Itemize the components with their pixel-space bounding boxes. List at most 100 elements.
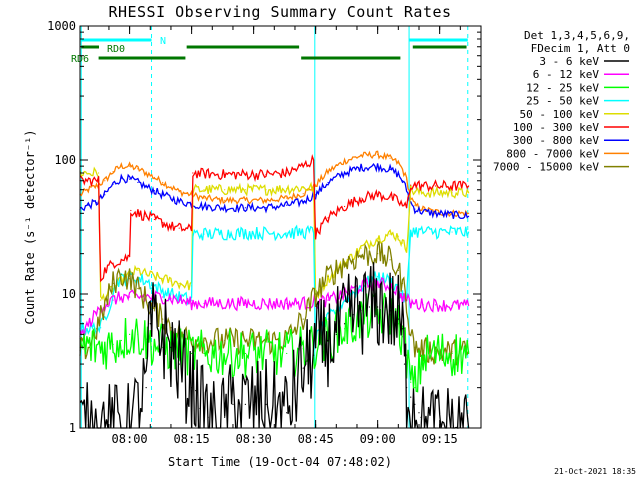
- data-point: [389, 196, 391, 198]
- data-point: [195, 390, 197, 392]
- data-point: [145, 338, 147, 340]
- data-point: [377, 253, 379, 255]
- data-point: [451, 352, 453, 355]
- data-point: [389, 157, 391, 159]
- x-tick-label: 08:00: [112, 432, 148, 446]
- data-point: [153, 310, 156, 312]
- data-point: [100, 278, 102, 280]
- data-point: [434, 304, 437, 306]
- data-point: [451, 231, 453, 233]
- data-point: [360, 310, 362, 312]
- data-point: [327, 170, 329, 173]
- data-point: [95, 185, 98, 187]
- data-point: [203, 173, 205, 175]
- data-point: [434, 185, 437, 187]
- data-point: [137, 296, 139, 298]
- data-point: [95, 202, 98, 204]
- series-line: [79, 241, 470, 366]
- data-point: [153, 275, 156, 278]
- data-point: [199, 407, 201, 410]
- data-point: [192, 172, 194, 174]
- data-point: [385, 306, 387, 308]
- data-point: [397, 235, 399, 237]
- chart-title: RHESSI Observing Summary Count Rates: [108, 3, 451, 21]
- data-point: [170, 225, 172, 227]
- data-point: [203, 352, 205, 355]
- data-point: [422, 192, 424, 194]
- data-point: [162, 296, 164, 298]
- data-point: [244, 403, 246, 406]
- data-point: [112, 343, 114, 346]
- data-point: [343, 328, 346, 330]
- legend-entry-label: 300 - 800 keV: [513, 134, 599, 147]
- data-point: [315, 293, 317, 295]
- series-line: [79, 154, 470, 283]
- data-point: [327, 181, 329, 184]
- y-tick-label: 1: [69, 421, 76, 435]
- data-point: [224, 416, 226, 418]
- data-point: [418, 412, 420, 414]
- annotation-n: N: [160, 36, 166, 47]
- data-point: [244, 207, 246, 209]
- data-point: [451, 304, 453, 307]
- data-point: [302, 200, 304, 203]
- data-point: [129, 296, 131, 298]
- data-point: [405, 189, 408, 191]
- data-point: [434, 192, 437, 194]
- data-point: [170, 346, 172, 348]
- data-point: [397, 162, 399, 164]
- data-point: [312, 159, 315, 161]
- data-point: [401, 242, 404, 244]
- y-axis-label: Count Rate (s⁻¹ detector⁻¹): [23, 129, 37, 324]
- data-point: [410, 229, 412, 231]
- data-point: [360, 154, 362, 157]
- data-point: [112, 170, 114, 173]
- data-point: [153, 285, 156, 287]
- data-point: [377, 165, 379, 167]
- data-point: [327, 299, 329, 301]
- data-point: [327, 318, 329, 320]
- series-line: [79, 276, 470, 338]
- data-point: [162, 290, 164, 292]
- data-point: [129, 333, 131, 335]
- data-point: [232, 403, 234, 406]
- data-point: [162, 318, 164, 320]
- data-point: [98, 180, 100, 182]
- data-point: [401, 180, 404, 182]
- data-point: [410, 302, 412, 305]
- data-point: [120, 177, 122, 179]
- data-point: [286, 172, 288, 174]
- data-point: [104, 180, 106, 182]
- legend-entry-label: 800 - 7000 keV: [506, 147, 599, 160]
- data-point: [178, 227, 180, 229]
- data-point: [377, 275, 379, 278]
- y-tick-label: 10: [62, 287, 76, 301]
- x-tick-label: 08:30: [236, 432, 272, 446]
- data-point: [352, 314, 354, 316]
- data-point: [467, 185, 470, 187]
- data-point: [137, 287, 139, 290]
- data-point: [422, 349, 424, 351]
- legend-entry-label: 100 - 300 keV: [513, 121, 599, 134]
- data-point: [130, 209, 132, 212]
- legend-header: FDecim 1, Att 0: [531, 42, 630, 55]
- data-point: [178, 191, 180, 193]
- data-point: [467, 215, 470, 217]
- data-point: [414, 204, 416, 206]
- data-point: [100, 327, 102, 329]
- data-point: [360, 285, 362, 287]
- data-point: [145, 273, 147, 276]
- data-point: [410, 184, 412, 186]
- data-point: [327, 339, 329, 342]
- data-point: [405, 207, 408, 209]
- data-point: [397, 200, 399, 203]
- series-line: [79, 162, 470, 220]
- data-point: [414, 191, 416, 193]
- data-point: [224, 339, 226, 342]
- data-point: [145, 299, 147, 301]
- data-point: [467, 352, 470, 355]
- legend-entry-label: 7000 - 15000 keV: [493, 161, 599, 174]
- data-point: [327, 217, 329, 219]
- data-point: [343, 262, 346, 264]
- data-point: [467, 231, 470, 233]
